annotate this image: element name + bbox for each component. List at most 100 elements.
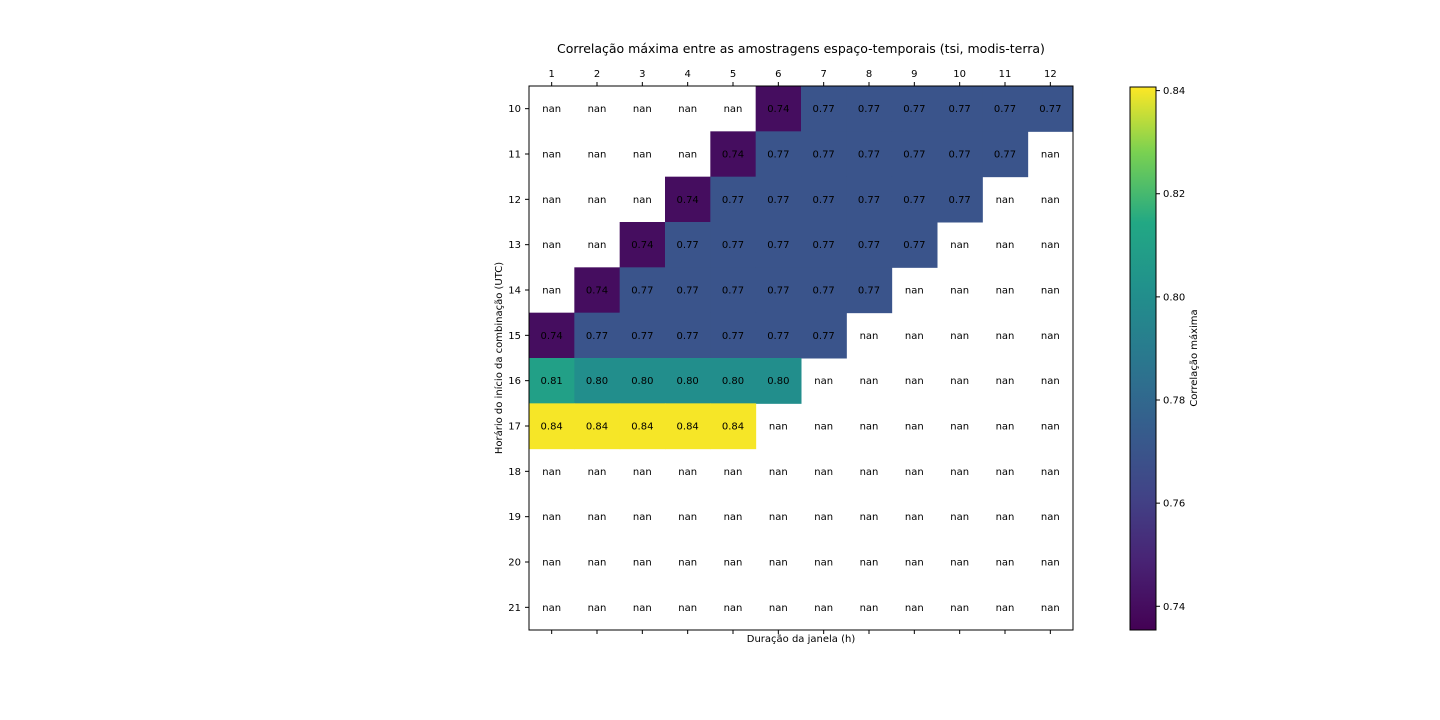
colorbar-tick-label: 0.78 xyxy=(1163,396,1185,407)
cell-value-label: nan xyxy=(542,150,561,161)
cell-value-label: nan xyxy=(950,240,969,251)
heatmap-cell-labels: nan nan nan nan nan 0.74 0.77 0.77 0.77 0.77 0.77 0… xyxy=(541,104,1062,614)
cell-value-label: 0.77 xyxy=(903,104,925,115)
cell-value-label: nan xyxy=(724,512,743,523)
cell-value-label: nan xyxy=(769,512,788,523)
chart-title: Correlação máxima entre as amostragens e… xyxy=(557,41,1045,56)
y-tick-label: 15 xyxy=(508,331,521,342)
cell-value-label: 0.74 xyxy=(677,195,699,206)
cell-value-label: nan xyxy=(996,512,1015,523)
cell-value-label: nan xyxy=(1041,512,1060,523)
colorbar-axis: 0.74 0.76 0.78 0.80 0.82 0.84 xyxy=(1156,86,1185,613)
cell-value-label: nan xyxy=(950,558,969,569)
colorbar-tick-label: 0.80 xyxy=(1163,292,1185,303)
colorbar-tick-label: 0.82 xyxy=(1163,189,1185,200)
y-axis: 10 11 12 13 14 15 16 17 18 19 20 21 xyxy=(508,104,529,614)
cell-value-label: nan xyxy=(905,331,924,342)
plot-frame xyxy=(528,85,1074,631)
cell-value-label: 0.84 xyxy=(541,422,563,433)
cell-value-label: 0.77 xyxy=(677,240,699,251)
cell-value-label: 0.77 xyxy=(767,331,789,342)
colorbar-tick-label: 0.76 xyxy=(1163,499,1185,510)
heatmap-cell xyxy=(710,312,757,359)
heatmap-cell xyxy=(891,86,938,132)
cell-value-label: 0.77 xyxy=(813,240,835,251)
cell-value-label: nan xyxy=(588,467,607,478)
cell-value-label: nan xyxy=(633,467,652,478)
x-tick-label: 8 xyxy=(866,69,872,80)
cell-value-label: nan xyxy=(860,422,879,433)
cell-value-label: nan xyxy=(905,558,924,569)
cell-value-label: nan xyxy=(542,603,561,614)
cell-value-label: 0.77 xyxy=(677,331,699,342)
cell-value-label: 0.77 xyxy=(767,195,789,206)
y-tick-label: 14 xyxy=(508,286,521,297)
heatmap-cell xyxy=(937,131,983,178)
x-tick-label: 1 xyxy=(548,69,554,80)
cell-value-label: 0.74 xyxy=(586,286,608,297)
heatmap-cell xyxy=(710,131,757,178)
cell-value-label: nan xyxy=(860,512,879,523)
y-tick-label: 21 xyxy=(508,603,521,614)
x-tick-label: 4 xyxy=(684,69,690,80)
heatmap-cell xyxy=(574,403,621,450)
heatmap-cell xyxy=(846,86,893,132)
cell-value-label: 0.77 xyxy=(949,150,971,161)
heatmap-cell xyxy=(846,267,893,314)
cell-value-label: 0.84 xyxy=(586,422,608,433)
x-tick-label: 6 xyxy=(775,69,781,80)
cell-value-label: nan xyxy=(905,376,924,387)
heatmap-cell xyxy=(710,403,757,450)
cell-value-label: 0.77 xyxy=(813,104,835,115)
cell-value-label: nan xyxy=(996,331,1015,342)
cell-value-label: nan xyxy=(588,603,607,614)
cell-value-label: nan xyxy=(996,467,1015,478)
cell-value-label: nan xyxy=(950,331,969,342)
cell-value-label: nan xyxy=(769,422,788,433)
heatmap-cell xyxy=(619,222,666,268)
cell-value-label: nan xyxy=(542,286,561,297)
cell-value-label: 0.84 xyxy=(631,422,653,433)
heatmap-cell xyxy=(710,358,757,404)
heatmap-cell xyxy=(801,267,847,314)
heatmap-cell xyxy=(529,312,575,359)
cell-value-label: nan xyxy=(769,558,788,569)
heatmap-cell xyxy=(529,358,575,404)
heatmap-cell xyxy=(846,222,893,268)
cell-value-label: nan xyxy=(1041,603,1060,614)
cell-value-label: nan xyxy=(678,512,697,523)
cell-value-label: nan xyxy=(588,240,607,251)
heatmap-cell xyxy=(665,312,711,359)
cell-value-label: 0.77 xyxy=(722,286,744,297)
heatmap-cell xyxy=(801,131,847,178)
cell-value-label: 0.74 xyxy=(722,150,744,161)
cell-value-label: nan xyxy=(588,150,607,161)
heatmap-cell xyxy=(619,403,666,450)
cell-value-label: 0.77 xyxy=(858,240,880,251)
cell-value-label: nan xyxy=(724,603,743,614)
heatmap-cell xyxy=(710,267,757,314)
cell-value-label: nan xyxy=(905,467,924,478)
cell-value-label: nan xyxy=(588,104,607,115)
cell-value-label: nan xyxy=(905,512,924,523)
cell-value-label: 0.77 xyxy=(813,286,835,297)
cell-value-label: nan xyxy=(950,422,969,433)
heatmap-cell xyxy=(755,358,802,404)
cell-value-label: nan xyxy=(905,422,924,433)
heatmap-cell xyxy=(937,176,983,223)
heatmap-cell xyxy=(891,176,938,223)
cell-value-label: 0.77 xyxy=(949,195,971,206)
heatmap-cell xyxy=(1027,86,1074,132)
heatmap-cells xyxy=(529,86,1074,450)
heatmap-cell xyxy=(619,358,666,404)
cell-value-label: nan xyxy=(1041,286,1060,297)
cell-value-label: nan xyxy=(588,512,607,523)
cell-value-label: nan xyxy=(860,467,879,478)
cell-value-label: nan xyxy=(724,104,743,115)
cell-value-label: nan xyxy=(950,603,969,614)
cell-value-label: nan xyxy=(633,558,652,569)
heatmap-cell xyxy=(755,312,802,359)
heatmap-cell xyxy=(710,176,757,223)
y-tick-label: 10 xyxy=(508,104,521,115)
x-tick-label: 2 xyxy=(594,69,600,80)
